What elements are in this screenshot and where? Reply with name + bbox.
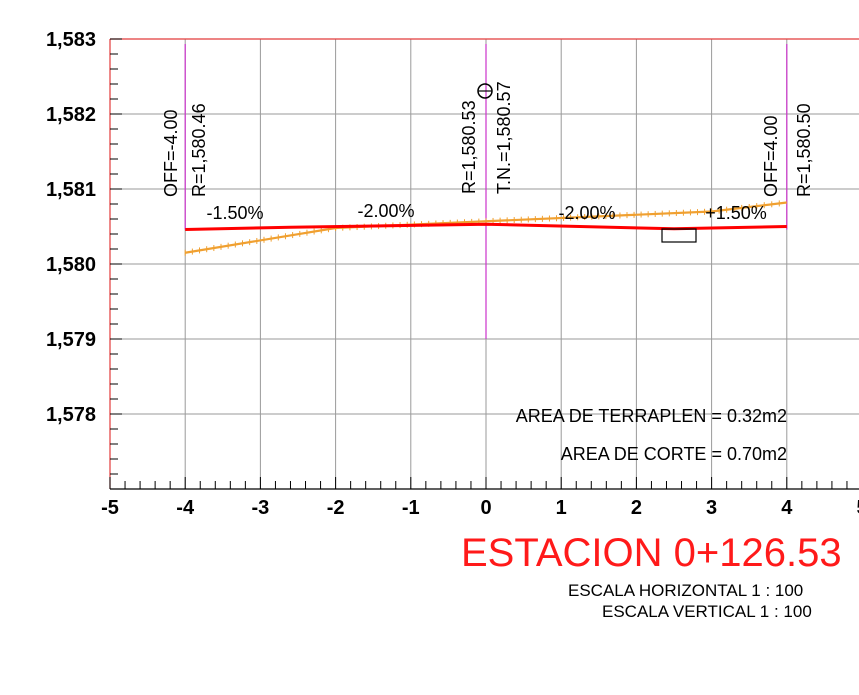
marker-label-left-off: OFF=-4.00 <box>161 109 181 197</box>
slope-label-1: -1.50% <box>206 203 263 223</box>
marker-labels: OFF=-4.00 R=1,580.46 R=1,580.53 T.N.=1,5… <box>161 81 814 197</box>
drawing-symbols <box>477 83 697 243</box>
y-tick-label: 1,578 <box>46 404 96 426</box>
horizontal-scale-label: ESCALA HORIZONTAL 1 : 100 <box>568 581 803 600</box>
marker-label-right-off: OFF=4.00 <box>761 115 781 197</box>
x-tick-label: 4 <box>781 497 793 519</box>
x-tick-label: 0 <box>480 497 491 519</box>
y-tick-label: 1,580 <box>46 254 96 276</box>
x-tick-label: 3 <box>706 497 717 519</box>
y-axis-labels: 1,578 1,579 1,580 1,581 1,582 1,583 <box>46 29 96 426</box>
y-tick-label: 1,583 <box>46 29 96 51</box>
fill-area-label: AREA DE TERRAPLEN = 0.32m2 <box>516 406 787 426</box>
slope-label-2: -2.00% <box>357 201 414 221</box>
cut-area-label: AREA DE CORTE = 0.70m2 <box>561 444 787 464</box>
x-tick-label: -4 <box>176 497 195 519</box>
x-tick-label: -3 <box>252 497 270 519</box>
x-axis-labels: -5 -4 -3 -2 -1 0 1 2 3 4 5 <box>101 497 859 519</box>
y-tick-label: 1,582 <box>46 104 96 126</box>
x-tick-label: 1 <box>556 497 567 519</box>
slope-labels: -1.50% -2.00% -2.00% +1.50% <box>206 201 766 223</box>
marker-label-center-tn: T.N.=1,580.57 <box>494 81 514 194</box>
structure-symbol <box>661 228 697 243</box>
vertical-markers <box>184 44 788 339</box>
axis-ticks <box>109 38 848 490</box>
x-tick-label: -5 <box>101 497 119 519</box>
station-title: ESTACION 0+126.53 <box>461 531 842 575</box>
vertical-scale-label: ESCALA VERTICAL 1 : 100 <box>602 602 812 621</box>
x-tick-label: 5 <box>856 497 859 519</box>
marker-label-right-r: R=1,580.50 <box>794 103 814 197</box>
marker-label-left-r: R=1,580.46 <box>189 103 209 197</box>
slope-label-4: +1.50% <box>705 203 767 223</box>
design-line <box>185 222 787 231</box>
marker-label-center-r: R=1,580.53 <box>459 100 479 194</box>
x-tick-label: 2 <box>631 497 642 519</box>
profile-series <box>184 200 787 256</box>
y-tick-label: 1,581 <box>46 179 96 201</box>
x-tick-label: -2 <box>327 497 345 519</box>
x-tick-label: -1 <box>402 497 420 519</box>
y-tick-label: 1,579 <box>46 329 96 351</box>
slope-label-3: -2.00% <box>558 203 615 223</box>
